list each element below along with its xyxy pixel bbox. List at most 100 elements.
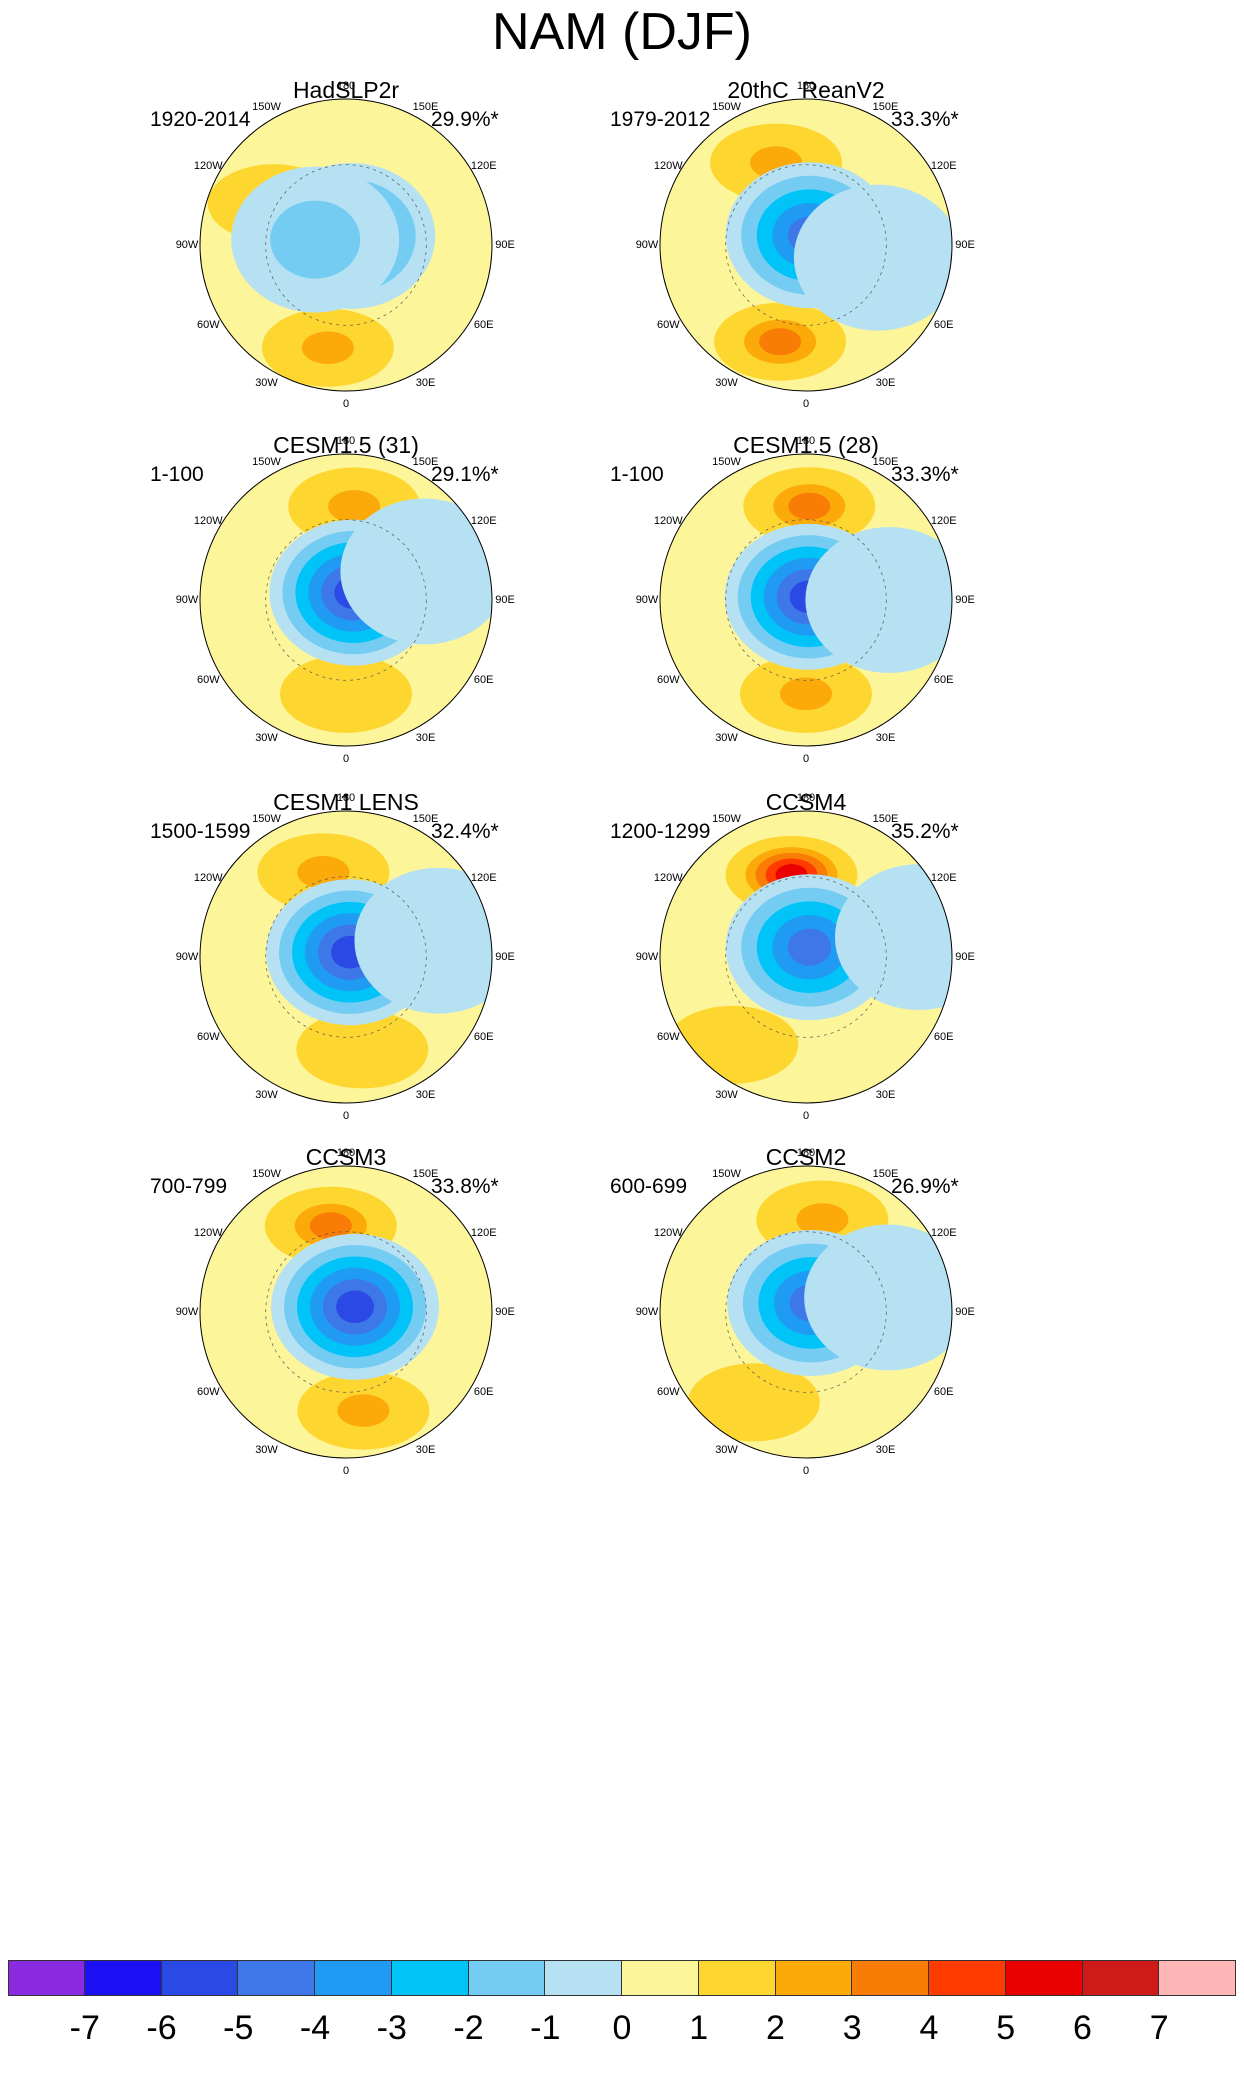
colorbar-swatch xyxy=(1005,1960,1083,1996)
colorbar-swatch xyxy=(8,1960,85,1996)
panel-variance: 29.1%* xyxy=(431,463,499,486)
panel-variance: 33.3%* xyxy=(891,463,959,486)
polar-map xyxy=(199,98,493,392)
colorbar-tick-label: 3 xyxy=(842,2009,862,2047)
panel-period: 1-100 xyxy=(610,463,664,486)
positive-contour-band xyxy=(788,492,831,520)
longitude-label: 0 xyxy=(342,1465,350,1477)
map-panel: CCSM3 700-799 33.8%* 180 150W 120W 90W 60W 30W 0 3… xyxy=(150,1142,610,1612)
longitude-label: 30E xyxy=(415,1088,436,1101)
map-panel: CESM1.5 (31) 1-100 29.1%* 180 150W 120W 90W 60W… xyxy=(150,430,610,900)
longitude-label: 90W xyxy=(635,239,659,251)
longitude-label: 150E xyxy=(872,456,899,469)
longitude-label: 30W xyxy=(715,1443,738,1456)
colorbar-swatch xyxy=(1159,1960,1236,1996)
longitude-label: 120E xyxy=(930,871,957,884)
longitude-label: 120W xyxy=(653,1226,683,1239)
panel-period: 1920-2014 xyxy=(150,108,251,131)
longitude-label: 60W xyxy=(196,673,220,686)
map-border xyxy=(659,98,953,392)
colorbar-swatch xyxy=(929,1960,1006,1996)
negative-contour-band xyxy=(787,928,832,966)
positive-contour-band xyxy=(328,490,381,523)
longitude-label: 120W xyxy=(193,159,223,172)
positive-contour-band xyxy=(796,1203,849,1236)
panel-variance: 33.8%* xyxy=(431,1175,499,1198)
longitude-label: 150W xyxy=(712,456,741,469)
colorbar-tick-label: -4 xyxy=(299,2009,331,2047)
longitude-label: 90E xyxy=(955,1306,975,1318)
panel-period: 700-799 xyxy=(150,1175,228,1198)
longitude-label: 90W xyxy=(635,1306,659,1318)
longitude-label: 60E xyxy=(473,318,494,331)
longitude-label: 0 xyxy=(342,753,350,765)
panel-period: 1979-2012 xyxy=(610,108,711,131)
longitude-label: 90W xyxy=(175,951,199,963)
colorbar-tick-label: -1 xyxy=(530,2009,561,2047)
positive-contour-band xyxy=(326,1027,399,1072)
coastline-hint xyxy=(725,876,887,1038)
longitude-label: 150E xyxy=(872,813,899,826)
colorbar-tick-label: -7 xyxy=(69,2009,100,2047)
longitude-label: 90W xyxy=(175,1306,199,1318)
longitude-label: 60E xyxy=(933,1030,954,1043)
positive-contour-band xyxy=(717,1380,790,1425)
polar-map xyxy=(199,453,493,747)
map-panel: HadSLP2r 1920-2014 29.9%* 180 150W 120W 90W 60W… xyxy=(150,75,610,545)
longitude-label: 180 xyxy=(796,1147,816,1159)
panel-variance: 35.2%* xyxy=(891,820,959,843)
polar-map xyxy=(659,98,953,392)
longitude-label: 90W xyxy=(635,951,659,963)
positive-contour-band xyxy=(310,671,382,716)
longitude-label: 150W xyxy=(252,456,281,469)
longitude-label: 0 xyxy=(802,398,810,410)
panel-period: 600-699 xyxy=(610,1175,688,1198)
coastline-hint xyxy=(265,1231,427,1393)
longitude-label: 0 xyxy=(802,1110,810,1122)
map-border xyxy=(199,453,493,747)
colorbar-swatch xyxy=(161,1960,239,1996)
longitude-label: 150E xyxy=(872,101,899,114)
longitude-label: 120W xyxy=(653,159,683,172)
longitude-label: 60W xyxy=(196,1030,220,1043)
longitude-label: 120E xyxy=(930,159,957,172)
colorbar-tick-label: 5 xyxy=(996,2009,1016,2047)
longitude-label: 30E xyxy=(415,731,436,744)
longitude-label: 150W xyxy=(252,813,281,826)
coastline-hint xyxy=(265,876,427,1038)
longitude-label: 90W xyxy=(175,594,199,606)
negative-contour-band xyxy=(804,1224,952,1371)
coastline-hint xyxy=(725,1231,887,1393)
colorbar-swatch xyxy=(698,1960,776,1996)
longitude-label: 60E xyxy=(473,1385,494,1398)
map-panel: CESM1.5 (28) 1-100 33.3%* 180 150W 120W 90W 60W… xyxy=(610,430,1070,900)
map-panel: CCSM4 1200-1299 35.2%* 180 150W 120W 90W 60W 30W… xyxy=(610,787,1070,1257)
negative-contour-band xyxy=(793,184,952,331)
longitude-label: 180 xyxy=(796,792,816,804)
coastline-hint xyxy=(725,164,887,326)
colorbar-swatch xyxy=(84,1960,162,1996)
colorbar-tick-label: 0 xyxy=(612,2009,632,2047)
longitude-label: 150W xyxy=(712,101,741,114)
longitude-label: 30E xyxy=(875,1088,896,1101)
longitude-label: 0 xyxy=(342,1110,350,1122)
longitude-label: 90E xyxy=(495,594,515,606)
longitude-label: 180 xyxy=(336,80,356,92)
longitude-label: 150E xyxy=(412,456,439,469)
longitude-label: 30W xyxy=(255,1088,278,1101)
colorbar-swatch xyxy=(852,1960,929,1996)
longitude-label: 120W xyxy=(653,871,683,884)
colorbar-swatch xyxy=(622,1960,699,1996)
map-panel: 20thC_ReanV2 1979-2012 33.3%* 180 150W 120W 90… xyxy=(610,75,1070,545)
longitude-label: 60E xyxy=(933,318,954,331)
negative-contour-band xyxy=(805,527,952,673)
longitude-label: 60W xyxy=(656,1030,680,1043)
longitude-label: 150W xyxy=(252,1168,281,1181)
longitude-label: 120W xyxy=(193,1226,223,1239)
colorbar-tick-label: 6 xyxy=(1073,2009,1092,2047)
colorbar-swatch xyxy=(315,1960,392,1996)
longitude-label: 90W xyxy=(175,239,199,251)
longitude-label: 30W xyxy=(715,731,738,744)
positive-contour-band xyxy=(696,1022,769,1067)
longitude-label: 60E xyxy=(933,1385,954,1398)
